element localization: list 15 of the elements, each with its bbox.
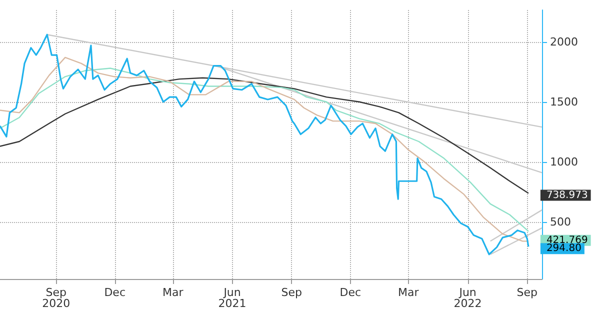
data-label: 738.973 <box>546 190 588 201</box>
x-tick-label: Jun 2021 <box>218 286 246 310</box>
x-tick-label: Sep <box>281 286 302 299</box>
y-tick-label: 2000 <box>550 35 578 48</box>
x-tick-label: Sep 2020 <box>42 286 70 310</box>
x-tick-label: Dec <box>104 286 126 299</box>
y-tick-label: 1000 <box>550 155 578 168</box>
y-tick-label: 500 <box>550 215 571 228</box>
x-tick-label: Sep <box>516 286 538 299</box>
data-label: 294.80 <box>546 243 582 254</box>
x-tick-label: Mar <box>398 286 420 299</box>
y-tick-label: 1500 <box>550 95 578 108</box>
x-tick-label: Dec <box>340 286 362 299</box>
x-tick-label: Mar <box>162 286 184 299</box>
x-tick-label: Jun 2022 <box>454 286 482 310</box>
